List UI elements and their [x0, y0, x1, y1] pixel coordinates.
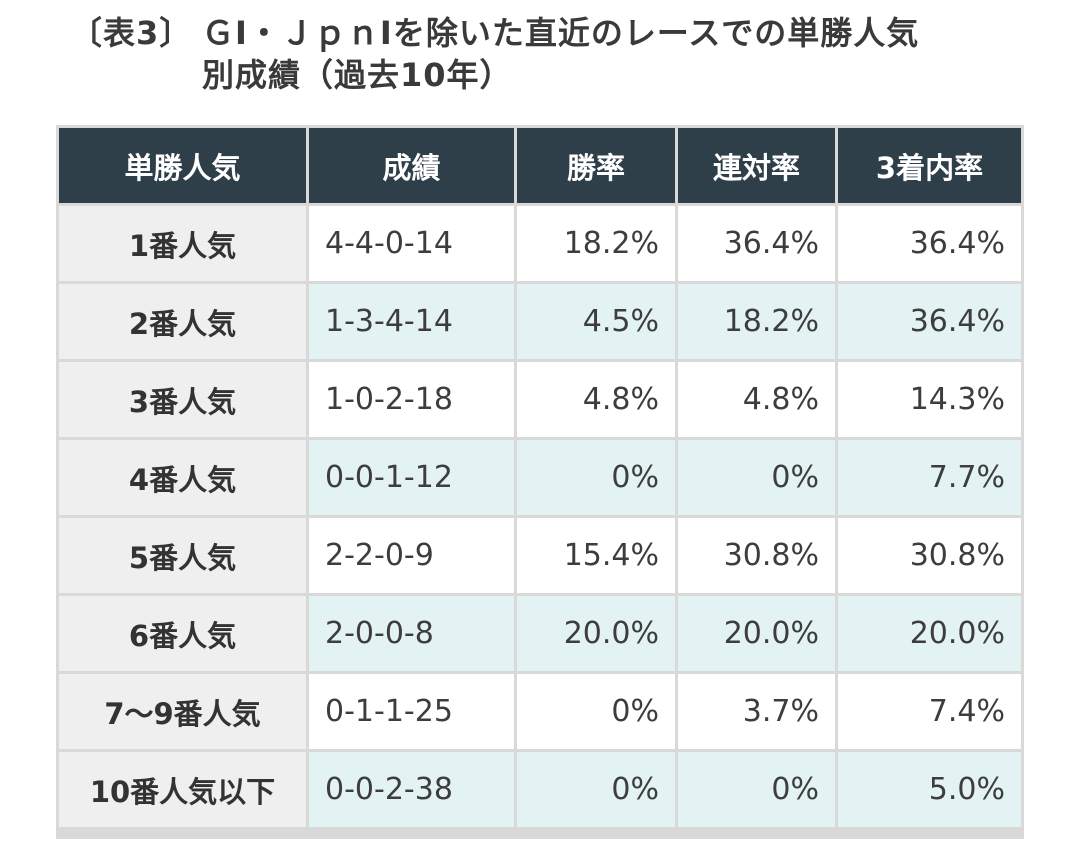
table-row: 1番人気 4-4-0-14 18.2% 36.4% 36.4% [59, 206, 1021, 281]
win-rate-cell: 20.0% [517, 596, 675, 671]
record-cell: 0-0-1-12 [309, 440, 514, 515]
win-rate-cell: 0% [517, 674, 675, 749]
record-cell: 2-0-0-8 [309, 596, 514, 671]
top3-rate-cell: 36.4% [838, 284, 1021, 359]
header-win-rate: 勝率 [517, 128, 675, 203]
record-cell: 1-0-2-18 [309, 362, 514, 437]
top3-rate-cell: 7.7% [838, 440, 1021, 515]
row-label: 5番人気 [59, 518, 306, 593]
table-row: 2番人気 1-3-4-14 4.5% 18.2% 36.4% [59, 284, 1021, 359]
table-row: 7～9番人気 0-1-1-25 0% 3.7% 7.4% [59, 674, 1021, 749]
row-label: 6番人気 [59, 596, 306, 671]
win-rate-cell: 0% [517, 440, 675, 515]
table-row: 5番人気 2-2-0-9 15.4% 30.8% 30.8% [59, 518, 1021, 593]
table-row: 4番人気 0-0-1-12 0% 0% 7.7% [59, 440, 1021, 515]
top2-rate-cell: 0% [678, 752, 835, 827]
row-label: 1番人気 [59, 206, 306, 281]
row-label: 4番人気 [59, 440, 306, 515]
table-number: 〔表3〕 [70, 14, 193, 52]
results-table-container: 単勝人気 成績 勝率 連対率 3着内率 1番人気 4-4-0-14 18.2% … [56, 125, 1024, 839]
top3-rate-cell: 14.3% [838, 362, 1021, 437]
header-top2-rate: 連対率 [678, 128, 835, 203]
win-rate-cell: 4.8% [517, 362, 675, 437]
top3-rate-cell: 20.0% [838, 596, 1021, 671]
top2-rate-cell: 0% [678, 440, 835, 515]
row-label: 7～9番人気 [59, 674, 306, 749]
row-label: 10番人気以下 [59, 752, 306, 827]
record-cell: 0-0-2-38 [309, 752, 514, 827]
row-label: 2番人気 [59, 284, 306, 359]
win-rate-cell: 18.2% [517, 206, 675, 281]
record-cell: 1-3-4-14 [309, 284, 514, 359]
header-top3-rate: 3着内率 [838, 128, 1021, 203]
page-title: 〔表3〕 ＧⅠ・ＪｐｎⅠを除いた直近のレースでの単勝人気 別成績（過去10年） [70, 12, 1030, 96]
title-line-2: 別成績（過去10年） [202, 56, 513, 94]
top3-rate-cell: 36.4% [838, 206, 1021, 281]
row-label: 3番人気 [59, 362, 306, 437]
top2-rate-cell: 30.8% [678, 518, 835, 593]
top2-rate-cell: 20.0% [678, 596, 835, 671]
top3-rate-cell: 5.0% [838, 752, 1021, 827]
table-row: 3番人気 1-0-2-18 4.8% 4.8% 14.3% [59, 362, 1021, 437]
top2-rate-cell: 36.4% [678, 206, 835, 281]
top3-rate-cell: 30.8% [838, 518, 1021, 593]
win-rate-cell: 15.4% [517, 518, 675, 593]
top2-rate-cell: 3.7% [678, 674, 835, 749]
title-line-1: ＧⅠ・ＪｐｎⅠを除いた直近のレースでの単勝人気 [202, 14, 920, 52]
record-cell: 4-4-0-14 [309, 206, 514, 281]
record-cell: 0-1-1-25 [309, 674, 514, 749]
table-row: 6番人気 2-0-0-8 20.0% 20.0% 20.0% [59, 596, 1021, 671]
header-record: 成績 [309, 128, 514, 203]
table-row: 10番人気以下 0-0-2-38 0% 0% 5.0% [59, 752, 1021, 827]
table-header-row: 単勝人気 成績 勝率 連対率 3着内率 [59, 128, 1021, 203]
top2-rate-cell: 18.2% [678, 284, 835, 359]
results-table: 単勝人気 成績 勝率 連対率 3着内率 1番人気 4-4-0-14 18.2% … [56, 125, 1024, 830]
top2-rate-cell: 4.8% [678, 362, 835, 437]
header-popularity: 単勝人気 [59, 128, 306, 203]
top3-rate-cell: 7.4% [838, 674, 1021, 749]
win-rate-cell: 0% [517, 752, 675, 827]
win-rate-cell: 4.5% [517, 284, 675, 359]
record-cell: 2-2-0-9 [309, 518, 514, 593]
